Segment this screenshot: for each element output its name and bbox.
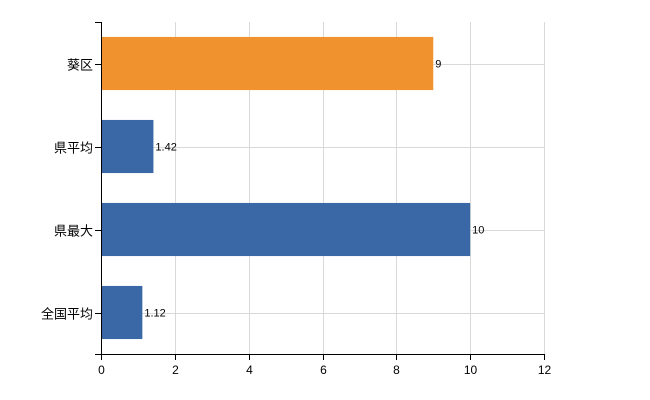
data-label: 1.42 <box>155 142 176 154</box>
bar <box>101 36 434 91</box>
x-tick-label: 8 <box>393 363 400 377</box>
bar <box>101 119 154 174</box>
category-label: 県最大 <box>54 225 93 240</box>
category-label: 葵区 <box>67 59 93 74</box>
x-tick-label: 2 <box>172 363 179 377</box>
data-label: 9 <box>435 59 441 71</box>
category-label: 県平均 <box>54 142 93 157</box>
bar <box>101 202 471 257</box>
data-label: 10 <box>472 225 484 237</box>
x-tick-label: 12 <box>538 363 552 377</box>
category-label: 全国平均 <box>41 307 93 323</box>
x-tick-label: 10 <box>464 363 478 377</box>
axes-layer <box>95 22 545 360</box>
x-tick-label: 0 <box>98 363 105 377</box>
x-tick-label: 4 <box>246 363 253 377</box>
bar <box>101 285 143 340</box>
bars-layer <box>101 36 471 340</box>
x-tick-label: 6 <box>320 363 327 377</box>
data-label: 1.12 <box>144 308 165 320</box>
